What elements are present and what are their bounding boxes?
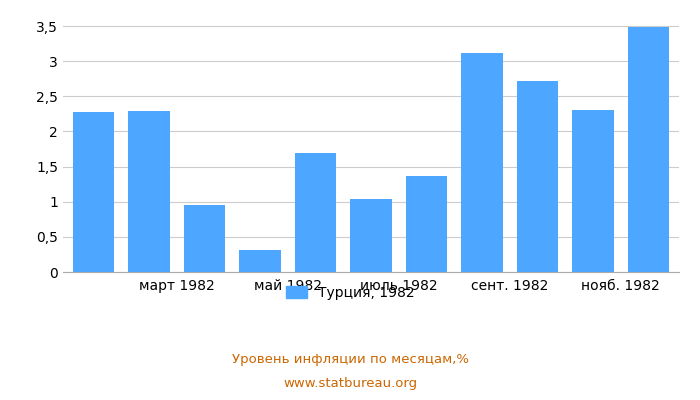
Bar [239, 250, 281, 272]
Text: Уровень инфляции по месяцам,%: Уровень инфляции по месяцам,% [232, 354, 468, 366]
Bar [73, 112, 114, 272]
Text: www.statbureau.org: www.statbureau.org [283, 378, 417, 390]
Bar [295, 153, 336, 272]
Bar [517, 81, 559, 272]
Bar [461, 53, 503, 272]
Bar [128, 111, 170, 272]
Bar [572, 110, 614, 272]
Bar [350, 199, 392, 272]
Bar [183, 204, 225, 272]
Bar [628, 27, 669, 272]
Bar [406, 176, 447, 272]
Legend: Турция, 1982: Турция, 1982 [280, 280, 420, 305]
